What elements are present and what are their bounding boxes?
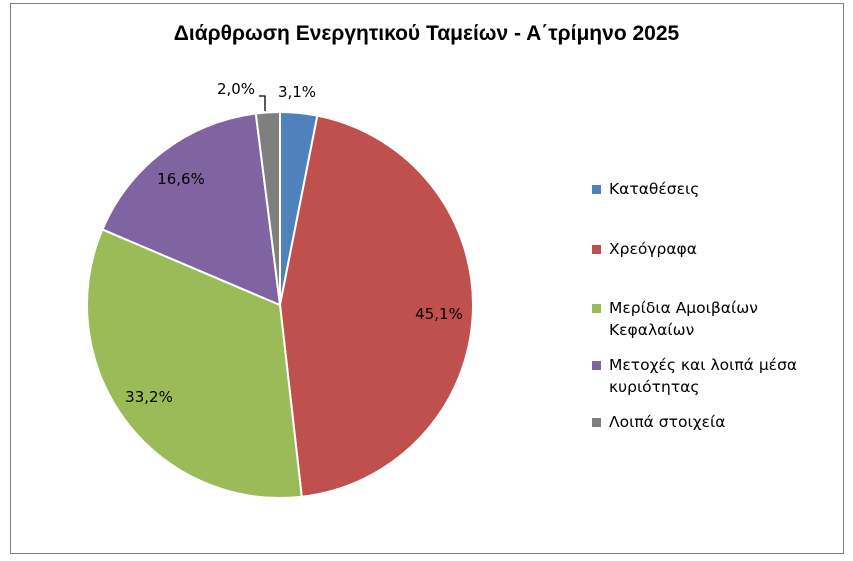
legend-label: Χρεόγραφα <box>609 240 697 258</box>
legend-swatch <box>592 418 601 427</box>
data-label-mutual-funds: 33,2% <box>125 388 173 406</box>
leader-line <box>259 95 266 111</box>
slice-other <box>254 110 281 306</box>
legend-label: Μερίδια Αμοιβαίων Κεφαλαίων <box>609 299 758 339</box>
data-label-shares: 16,6% <box>157 170 205 188</box>
legend-swatch <box>592 361 601 370</box>
chart-title: Διάρθρωση Ενεργητικού Ταμείων - Α΄τρίμην… <box>173 22 680 45</box>
legend-label: Μετοχές και λοιπά μέσα κυριότητας <box>609 356 798 396</box>
legend-label: Λοιπά στοιχεία <box>609 413 726 431</box>
data-label-deposits: 3,1% <box>278 83 316 101</box>
legend-swatch <box>592 245 601 254</box>
data-label-other: 2,0% <box>217 80 255 98</box>
data-label-securities: 45,1% <box>415 305 463 323</box>
legend-swatch <box>592 304 601 313</box>
slice-mutual-funds <box>86 228 303 499</box>
legend-label: Καταθέσεις <box>609 180 700 198</box>
slice-securities <box>278 114 474 498</box>
legend-swatch <box>592 185 601 194</box>
slice-shares <box>101 112 282 307</box>
